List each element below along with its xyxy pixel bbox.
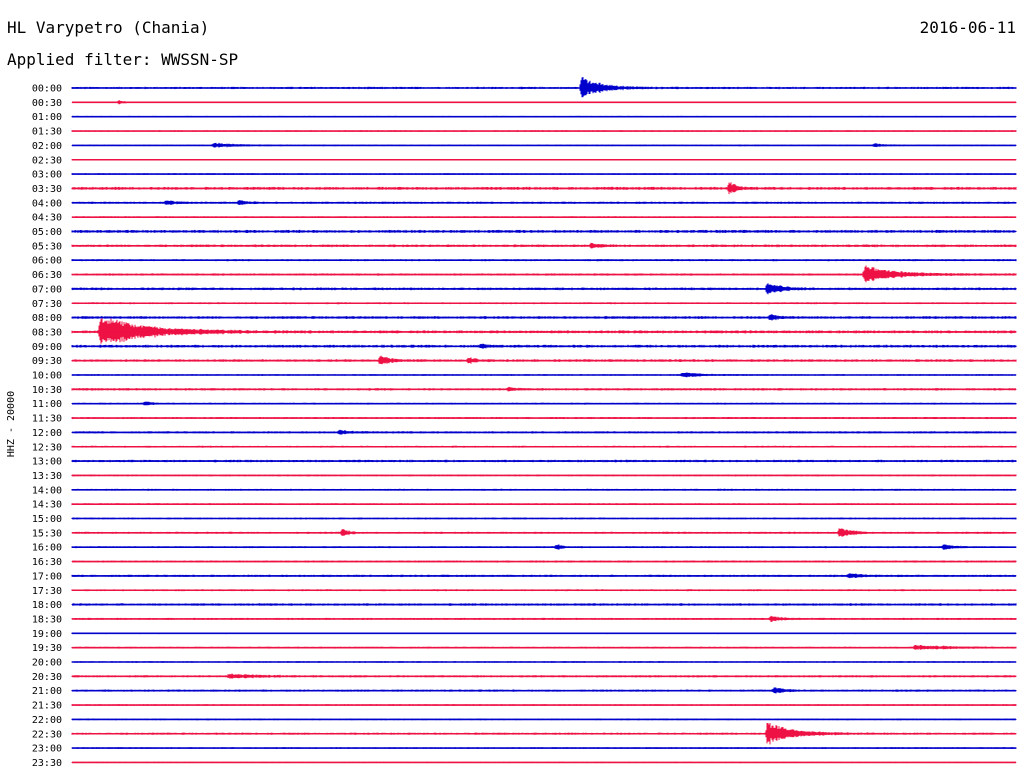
time-tick-label: 19:00 [32, 629, 62, 640]
time-tick-labels: 00:00 00:30 01:00 01:30 02:00 02:30 03:00 03:30… [32, 84, 62, 769]
time-tick-label: 03:30 [32, 184, 62, 195]
time-tick-label: 00:30 [32, 98, 62, 109]
time-tick-label: 02:30 [32, 155, 62, 166]
time-tick-label: 00:00 [32, 84, 62, 95]
time-tick-label: 13:30 [32, 471, 62, 482]
time-tick-label: 08:30 [32, 327, 62, 338]
time-tick-label: 16:30 [32, 557, 62, 568]
time-tick-label: 22:00 [32, 715, 62, 726]
time-tick-label: 07:30 [32, 299, 62, 310]
time-tick-label: 02:00 [32, 141, 62, 152]
time-tick-label: 10:00 [32, 371, 62, 382]
time-tick-label: 13:00 [32, 457, 62, 468]
time-tick-label: 11:30 [32, 414, 62, 425]
seismic-traces [71, 77, 1017, 764]
time-tick-label: 17:30 [32, 586, 62, 597]
time-tick-label: 12:30 [32, 442, 62, 453]
time-tick-label: 22:30 [32, 729, 62, 740]
time-tick-label: 06:30 [32, 270, 62, 281]
time-tick-label: 01:00 [32, 112, 62, 123]
time-tick-label: 16:00 [32, 543, 62, 554]
time-tick-label: 15:00 [32, 514, 62, 525]
time-tick-label: 19:30 [32, 643, 62, 654]
station-title: HL Varypetro (Chania) [7, 18, 210, 37]
time-tick-label: 06:00 [32, 256, 62, 267]
time-tick-label: 17:00 [32, 571, 62, 582]
time-tick-label: 23:30 [32, 758, 62, 769]
time-tick-label: 04:30 [32, 213, 62, 224]
time-tick-label: 01:30 [32, 127, 62, 138]
time-tick-label: 10:30 [32, 385, 62, 396]
time-tick-label: 20:30 [32, 672, 62, 683]
time-tick-label: 14:00 [32, 485, 62, 496]
time-tick-label: 03:00 [32, 170, 62, 181]
time-tick-label: 15:30 [32, 528, 62, 539]
channel-label: HHZ - 20000 [6, 391, 17, 457]
time-tick-label: 09:30 [32, 356, 62, 367]
time-tick-label: 18:00 [32, 600, 62, 611]
time-tick-label: 05:30 [32, 241, 62, 252]
time-tick-label: 21:30 [32, 701, 62, 712]
time-tick-label: 07:00 [32, 284, 62, 295]
time-tick-label: 18:30 [32, 614, 62, 625]
time-tick-label: 21:00 [32, 686, 62, 697]
time-tick-label: 08:00 [32, 313, 62, 324]
time-tick-label: 11:00 [32, 399, 62, 410]
time-tick-label: 23:00 [32, 744, 62, 755]
time-tick-label: 09:00 [32, 342, 62, 353]
time-tick-label: 14:30 [32, 500, 62, 511]
filter-label: Applied filter: WWSSN-SP [7, 50, 239, 69]
time-tick-label: 04:00 [32, 198, 62, 209]
time-tick-label: 12:00 [32, 428, 62, 439]
time-tick-label: 05:00 [32, 227, 62, 238]
date-label: 2016-06-11 [919, 18, 1016, 37]
time-tick-label: 20:00 [32, 658, 62, 669]
trace-row [71, 318, 1017, 344]
